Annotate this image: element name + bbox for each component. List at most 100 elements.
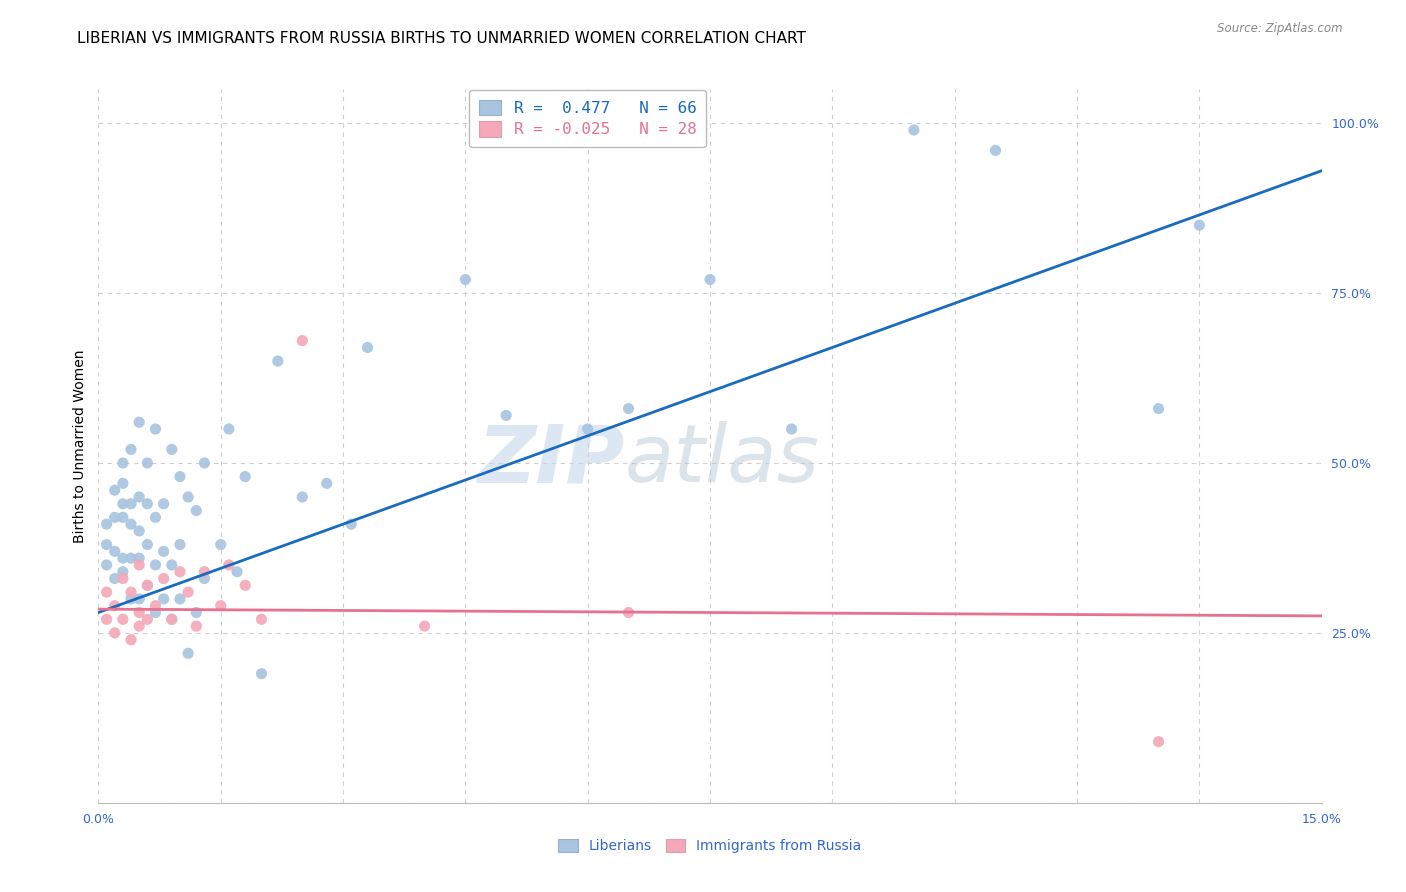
Point	[128, 606, 150, 620]
Point	[111, 497, 134, 511]
Point	[250, 612, 273, 626]
Point	[120, 585, 142, 599]
Point	[160, 442, 183, 457]
Point	[209, 537, 232, 551]
Point	[120, 517, 142, 532]
Point	[111, 565, 134, 579]
Point	[104, 544, 127, 558]
Point	[233, 578, 256, 592]
Point	[128, 558, 150, 572]
Point	[413, 619, 436, 633]
Point	[177, 646, 200, 660]
Point	[136, 456, 159, 470]
Point	[780, 422, 803, 436]
Point	[128, 619, 150, 633]
Point	[128, 524, 150, 538]
Point	[136, 578, 159, 592]
Point	[193, 572, 215, 586]
Point	[128, 551, 150, 566]
Point	[617, 606, 640, 620]
Point	[136, 497, 159, 511]
Point	[186, 619, 208, 633]
Point	[120, 551, 142, 566]
Point	[699, 272, 721, 286]
Point	[169, 565, 191, 579]
Point	[152, 572, 174, 586]
Point	[267, 354, 290, 368]
Text: atlas: atlas	[624, 421, 820, 500]
Point	[96, 558, 118, 572]
Text: LIBERIAN VS IMMIGRANTS FROM RUSSIA BIRTHS TO UNMARRIED WOMEN CORRELATION CHART: LIBERIAN VS IMMIGRANTS FROM RUSSIA BIRTH…	[77, 31, 806, 46]
Point	[120, 591, 142, 606]
Point	[454, 272, 477, 286]
Point	[160, 558, 183, 572]
Point	[104, 510, 127, 524]
Point	[120, 442, 142, 457]
Point	[152, 497, 174, 511]
Point	[111, 456, 134, 470]
Point	[177, 585, 200, 599]
Point	[104, 599, 127, 613]
Point	[193, 456, 215, 470]
Point	[340, 517, 363, 532]
Point	[315, 476, 337, 491]
Point	[120, 497, 142, 511]
Point	[111, 510, 134, 524]
Point	[291, 490, 314, 504]
Point	[495, 409, 517, 423]
Point	[218, 422, 240, 436]
Point	[111, 551, 134, 566]
Point	[145, 606, 167, 620]
Point	[160, 612, 183, 626]
Point	[186, 503, 208, 517]
Point	[128, 490, 150, 504]
Point	[111, 572, 134, 586]
Point	[145, 599, 167, 613]
Point	[145, 558, 167, 572]
Point	[984, 144, 1007, 158]
Point	[152, 591, 174, 606]
Point	[145, 510, 167, 524]
Point	[136, 612, 159, 626]
Point	[104, 483, 127, 498]
Point	[120, 632, 142, 647]
Point	[186, 606, 208, 620]
Point	[291, 334, 314, 348]
Point	[152, 544, 174, 558]
Point	[169, 537, 191, 551]
Point	[177, 490, 200, 504]
Point	[576, 422, 599, 436]
Point	[96, 585, 118, 599]
Point	[128, 591, 150, 606]
Point	[169, 591, 191, 606]
Point	[356, 341, 378, 355]
Point	[1188, 218, 1211, 232]
Point	[111, 476, 134, 491]
Point	[104, 572, 127, 586]
Point	[136, 537, 159, 551]
Point	[136, 578, 159, 592]
Point	[111, 612, 134, 626]
Point	[160, 612, 183, 626]
Point	[250, 666, 273, 681]
Point	[1147, 401, 1170, 416]
Point	[218, 558, 240, 572]
Point	[209, 599, 232, 613]
Point	[903, 123, 925, 137]
Point	[96, 517, 118, 532]
Point	[128, 415, 150, 429]
Point	[193, 565, 215, 579]
Y-axis label: Births to Unmarried Women: Births to Unmarried Women	[73, 350, 87, 542]
Point	[96, 537, 118, 551]
Point	[104, 626, 127, 640]
Point	[145, 422, 167, 436]
Legend: Liberians, Immigrants from Russia: Liberians, Immigrants from Russia	[551, 832, 869, 860]
Point	[617, 401, 640, 416]
Point	[233, 469, 256, 483]
Text: ZIP: ZIP	[477, 421, 624, 500]
Point	[1147, 734, 1170, 748]
Text: Source: ZipAtlas.com: Source: ZipAtlas.com	[1218, 22, 1343, 36]
Point	[226, 565, 249, 579]
Point	[96, 612, 118, 626]
Point	[169, 469, 191, 483]
